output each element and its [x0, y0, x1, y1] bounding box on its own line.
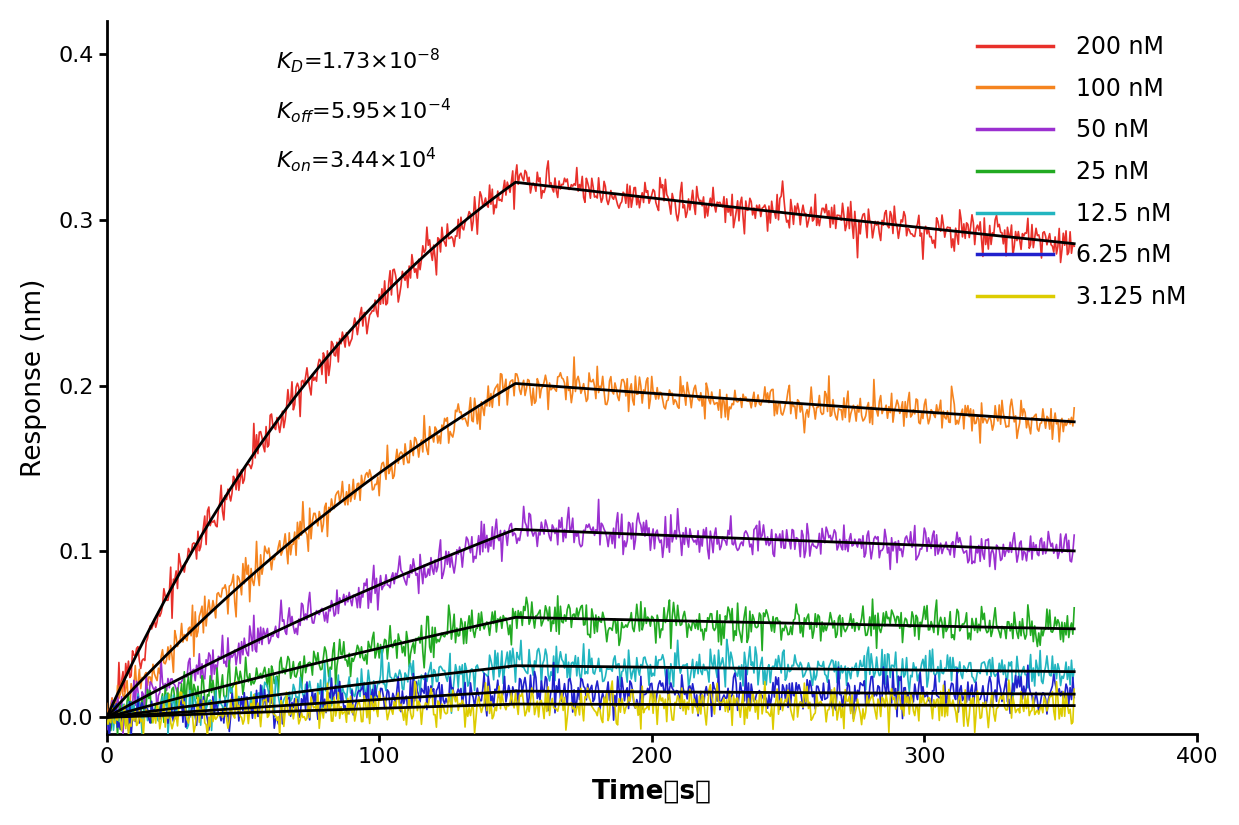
Text: $K_{on}$=3.44×10$^{4}$: $K_{on}$=3.44×10$^{4}$ [275, 146, 436, 174]
Text: $K_{off}$=5.95×10$^{-4}$: $K_{off}$=5.95×10$^{-4}$ [275, 96, 451, 125]
Legend: 200 nM, 100 nM, 50 nM, 25 nM, 12.5 nM, 6.25 nM, 3.125 nM: 200 nM, 100 nM, 50 nM, 25 nM, 12.5 nM, 6… [968, 26, 1196, 318]
Text: $K_D$=1.73×10$^{-8}$: $K_D$=1.73×10$^{-8}$ [275, 46, 440, 74]
Y-axis label: Response (nm): Response (nm) [21, 278, 47, 477]
X-axis label: Time（s）: Time（s） [592, 778, 711, 804]
